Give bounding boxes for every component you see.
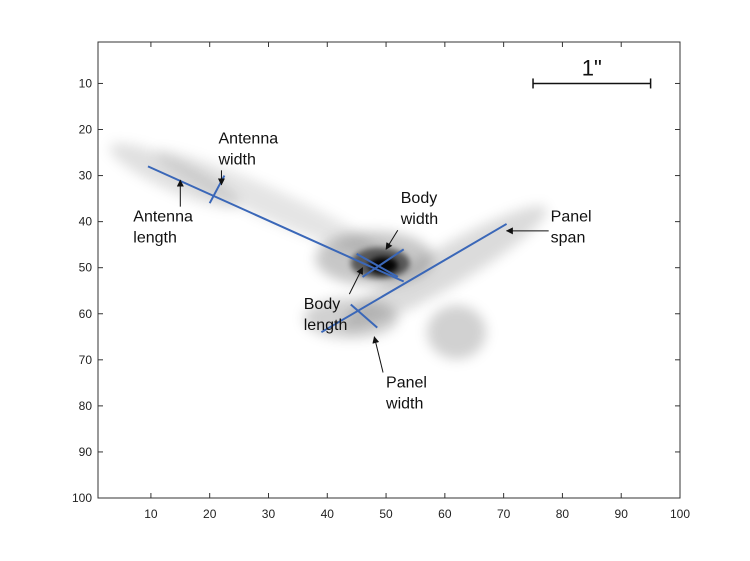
- blob-shape-7: [427, 305, 487, 360]
- antenna-length-label: Antenna length: [133, 179, 193, 247]
- blob-shape-5: [342, 205, 547, 330]
- x-tick-label: 70: [497, 507, 511, 521]
- annotations: Antenna width Antenna length Body width Body le…: [133, 130, 591, 412]
- panel-width-arrow: [372, 336, 384, 373]
- scale-bar-label: 1": [582, 55, 602, 80]
- antenna-length-line: [147, 165, 405, 283]
- y-tick-label: 50: [79, 261, 93, 275]
- x-tick-label: 60: [438, 507, 452, 521]
- y-tick-label: 30: [79, 169, 93, 183]
- y-tick-label: 100: [72, 491, 92, 505]
- x-tick-label: 50: [379, 507, 393, 521]
- y-tick-label: 70: [79, 353, 93, 367]
- measurement-lines: [147, 165, 508, 334]
- x-tick-label: 40: [321, 507, 335, 521]
- y-tick-label: 80: [79, 399, 93, 413]
- y-tick-label: 10: [79, 76, 93, 90]
- x-tick-label: 80: [556, 507, 570, 521]
- panel-width-tick: [350, 303, 378, 329]
- panel-span-label: Panel span: [505, 209, 592, 247]
- body-length-line: [361, 248, 405, 278]
- body-width-label: Body width: [385, 190, 438, 250]
- y-tick-label: 40: [79, 215, 93, 229]
- blob-shape-0: [109, 143, 240, 208]
- panel-width-label: Panel width: [372, 336, 427, 412]
- body-length-label: Body length: [304, 267, 363, 334]
- x-tick-label: 20: [203, 507, 217, 521]
- x-tick-label: 10: [144, 507, 158, 521]
- scale-bar: 1": [532, 55, 652, 89]
- axis-ticks: 10 20 30 40 50 60 70 80 90 100 10 20 30 40 50 60 70 80 90 1…: [72, 42, 690, 521]
- body-width-line: [356, 253, 399, 278]
- panel-span-line: [320, 223, 508, 334]
- y-tick-label: 90: [79, 445, 93, 459]
- x-tick-label: 30: [262, 507, 276, 521]
- antenna-width-label: Antenna width: [218, 130, 279, 186]
- x-tick-label: 90: [615, 507, 629, 521]
- y-tick-label: 20: [79, 123, 93, 137]
- body-length-arrow: [348, 267, 363, 295]
- body-width-arrow: [385, 229, 399, 250]
- x-tick-label: 100: [670, 507, 690, 521]
- blob-shape-1: [155, 150, 382, 256]
- y-tick-label: 60: [79, 307, 93, 321]
